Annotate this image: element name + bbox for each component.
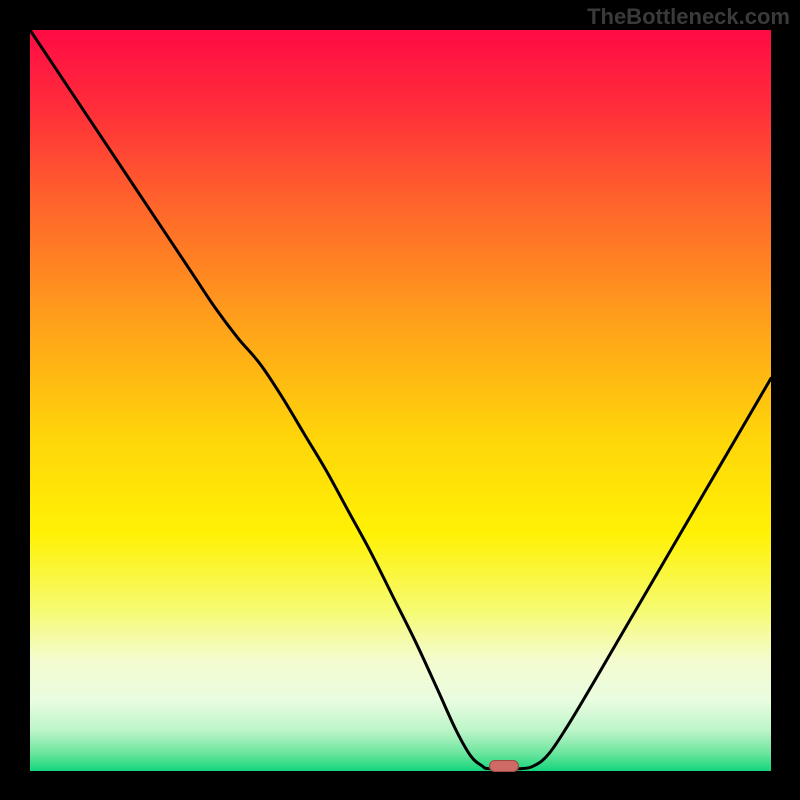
optimum-marker [489, 760, 519, 772]
chart-stage: TheBottleneck.com [0, 0, 800, 800]
attribution-watermark: TheBottleneck.com [587, 4, 790, 30]
plot-gradient-background [30, 30, 771, 771]
